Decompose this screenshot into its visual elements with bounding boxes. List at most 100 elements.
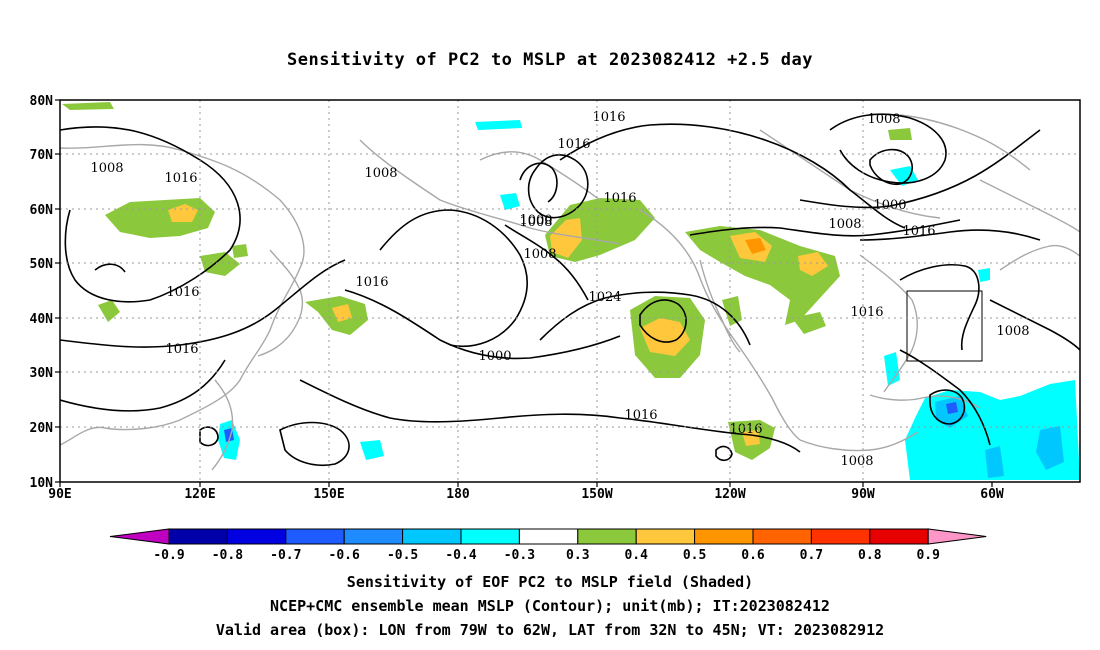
contour-label: 1016 [166,285,199,300]
colorbar-label: 0.6 [741,548,765,563]
lat-label: 50N [30,257,54,272]
colorbar-label: 0.5 [683,548,706,563]
contour-label: 1016 [164,171,197,186]
colorbar-label: 0.7 [800,548,823,563]
colorbar-label: 0.4 [624,548,648,563]
lat-label: 40N [30,312,54,327]
shade-positive-nw-pacific [105,198,215,238]
sensitivity-shading [62,102,1080,480]
contour-label: 1000 [873,198,906,213]
colorbar-label: -0.6 [329,548,360,563]
contour-label: 1016 [729,422,762,437]
shade-negative-arctic [475,120,522,130]
contour-label: 1008 [828,217,861,232]
caption-line-1: Sensitivity of EOF PC2 to MSLP field (Sh… [346,573,754,591]
colorbar-label: 0.8 [858,548,882,563]
lat-label: 20N [30,421,54,436]
shade-0.4-ne-pacific [640,318,690,356]
lat-label: 80N [30,94,54,109]
lon-label: 150E [313,487,344,502]
contour-label: 1000 [478,349,511,364]
shade-negative-bahamas [884,352,900,386]
colorbar-swatch [285,528,345,545]
colorbar-label: -0.5 [387,548,418,563]
colorbar-swatch [168,528,228,545]
contour-label: 1008 [364,166,397,181]
contour-label: 1008 [840,454,873,469]
colorbar-swatch [694,528,754,545]
lon-label: 150W [581,487,612,502]
colorbar-swatch [343,528,404,545]
colorbar-label: -0.9 [153,548,184,563]
colorbar-swatch [402,528,462,545]
contour-label: 1016 [902,224,935,239]
contour-label: 1016 [355,275,388,290]
contour-label: 1008 [867,112,900,127]
colorbar-swatch [460,528,520,545]
colorbar-label: -0.4 [445,548,476,563]
colorbar: -0.9 -0.8 -0.7 -0.6 -0.5 -0.4 -0.3 0.3 0.4 0.5 0.6… [109,528,987,563]
colorbar-label: 0.9 [916,548,939,563]
colorbar-swatch [577,528,637,545]
valid-area-box [906,290,983,362]
lon-label: 120E [184,487,215,502]
colorbar-swatch [226,528,287,545]
colorbar-swatch [869,528,929,545]
lat-lon-grid [60,100,1080,482]
contour-label: 1008 [519,215,552,230]
contour-label: 1000 [519,213,552,228]
lat-label: 30N [30,366,54,381]
map-title: Sensitivity of PC2 to MSLP at 2023082412… [286,50,813,70]
contour-label: 1008 [523,247,556,262]
colorbar-label: -0.7 [270,548,301,563]
colorbar-label: -0.3 [504,548,535,563]
shade-negative-atlantic4 [985,446,1004,478]
lat-label: 70N [30,148,54,163]
colorbar-label: 0.3 [566,548,589,563]
shade-positive-small1 [98,300,120,322]
colorbar-end-right [927,528,987,545]
lon-label: 90W [851,487,875,502]
shade-negative-deep2 [946,402,958,414]
contour-label: 1008 [90,161,123,176]
caption-line-2: NCEP+CMC ensemble mean MSLP (Contour); u… [270,597,830,615]
lat-label: 10N [30,476,54,491]
contour-label: 1016 [557,137,590,152]
shade-negative-atlantic3 [1036,426,1064,470]
shade-positive-small2 [232,244,248,258]
shade-positive-baja [722,296,742,326]
shade-0.4-gulf [550,218,582,258]
colorbar-swatch [518,528,579,545]
colorbar-swatch [635,528,696,545]
shade-positive-sw [200,252,240,276]
shade-negative-newfoundland [978,268,990,282]
contour-label: 1016 [603,191,636,206]
shade-0.5-canada [745,238,766,254]
shade-negative-pacific [360,440,384,460]
colorbar-end-left [109,528,170,545]
shade-positive-arctic-ne [888,128,912,140]
map-frame [59,99,1081,483]
lon-label: 180 [446,487,470,502]
contour-label: 1016 [850,305,883,320]
shade-positive-arctic [62,102,114,110]
shade-positive-canada [685,226,840,325]
contour-label: 1016 [592,110,625,125]
colorbar-label: -0.8 [212,548,243,563]
shade-0.4-canada2 [798,252,828,276]
contour-label: 1008 [996,324,1029,339]
lon-label: 90E [48,487,71,502]
colorbar-swatch [752,528,812,545]
lon-label: 120W [714,487,745,502]
lon-label: 60W [980,487,1004,502]
colorbar-swatch [810,528,871,545]
lat-label: 60N [30,203,54,218]
contour-label: 1016 [624,408,657,423]
caption-line-3: Valid area (box): LON from 79W to 62W, L… [215,621,885,639]
contour-label: 1024 [588,290,621,305]
shade-negative-bering [500,193,520,210]
contour-label: 1016 [165,342,198,357]
